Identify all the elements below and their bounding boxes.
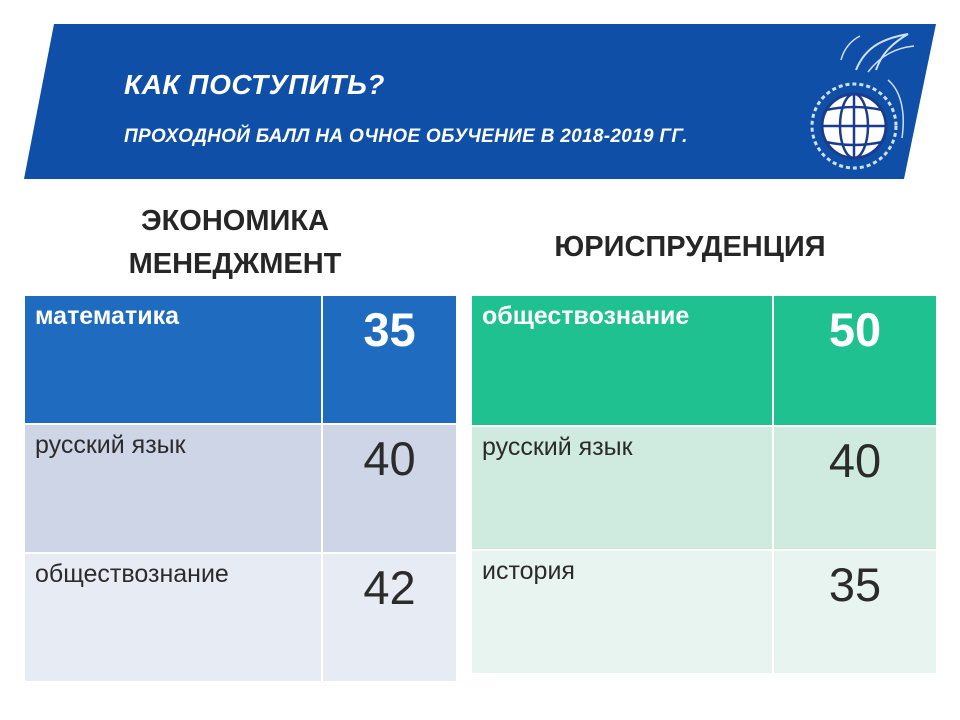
- subject-cell: математика: [23, 294, 323, 425]
- law-heading: ЮРИСПРУДЕНЦИЯ: [554, 231, 826, 263]
- score-cell: 35: [321, 294, 458, 425]
- score-cell: 35: [772, 549, 938, 675]
- economics-scores-table: математика 35 русский язык 40 обществозн…: [23, 294, 458, 683]
- page-subtitle: ПРОХОДНОЙ БАЛЛ НА ОЧНОЕ ОБУЧЕНИЕ В 2018-…: [124, 126, 688, 147]
- table-row: русский язык 40: [23, 423, 458, 554]
- banner-background: [24, 24, 936, 179]
- table-row: история 35: [470, 549, 938, 675]
- table-row: русский язык 40: [470, 425, 938, 551]
- table-row: обществознание 42: [23, 552, 458, 683]
- table-row: обществознание 50: [470, 294, 938, 427]
- globe-emblem-icon: [810, 33, 915, 170]
- score-cell: 50: [772, 294, 938, 427]
- subject-cell: обществознание: [470, 294, 774, 427]
- score-cell: 40: [321, 423, 458, 554]
- subject-cell: обществознание: [23, 552, 323, 683]
- table-row: математика 35: [23, 294, 458, 425]
- subject-cell: история: [470, 549, 774, 675]
- subject-cell: русский язык: [23, 423, 323, 554]
- header-banner: КАК ПОСТУПИТЬ? ПРОХОДНОЙ БАЛЛ НА ОЧНОЕ О…: [24, 24, 936, 179]
- score-cell: 40: [772, 425, 938, 551]
- law-scores-table: обществознание 50 русский язык 40 истори…: [470, 294, 938, 675]
- economics-heading: ЭКОНОМИКА МЕНЕДЖМЕНТ: [100, 200, 370, 286]
- page-title: КАК ПОСТУПИТЬ?: [124, 69, 385, 100]
- economics-heading-line1: ЭКОНОМИКА: [140, 205, 330, 237]
- economics-heading-line2: МЕНЕДЖМЕНТ: [128, 248, 342, 280]
- score-cell: 42: [321, 552, 458, 683]
- subject-cell: русский язык: [470, 425, 774, 551]
